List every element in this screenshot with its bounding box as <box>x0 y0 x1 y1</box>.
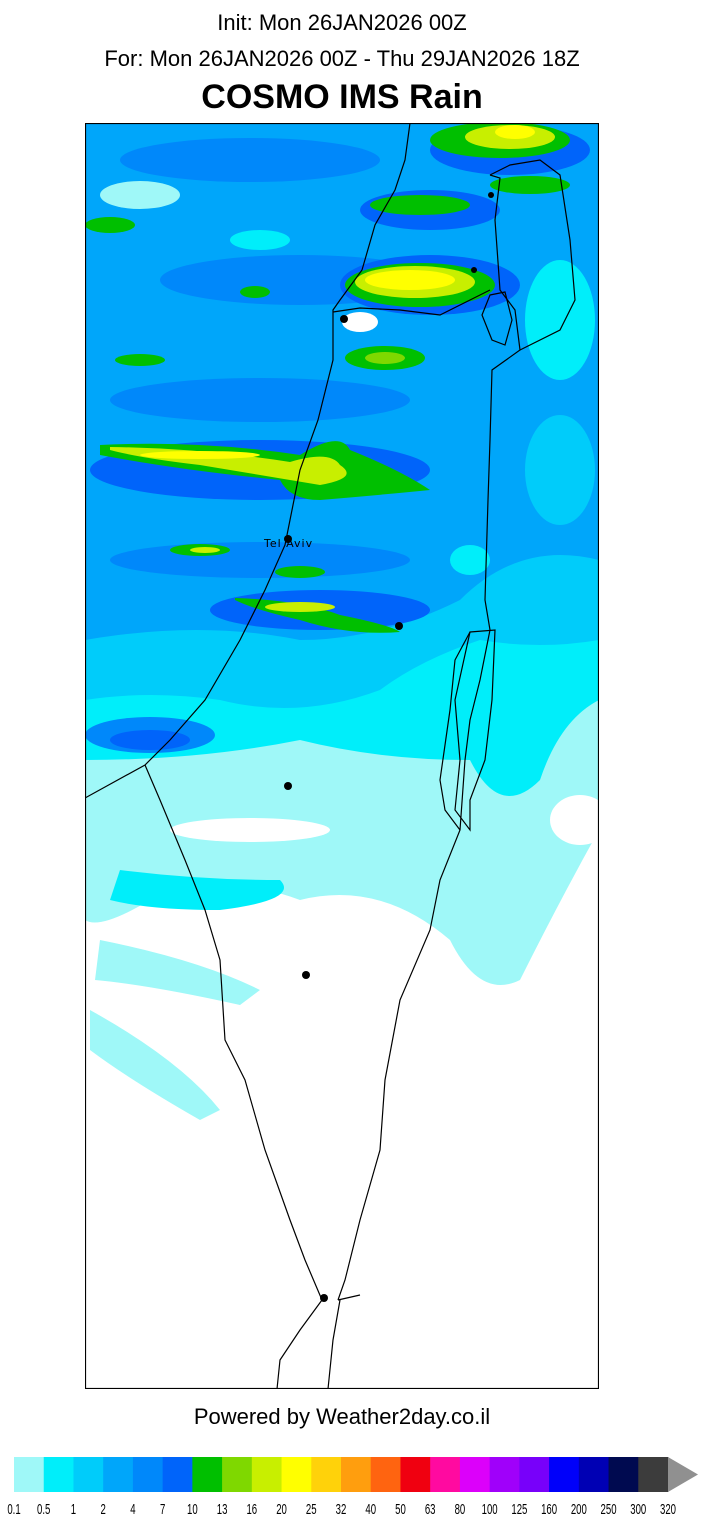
legend-label: 250 <box>601 1501 617 1517</box>
legend-label: 63 <box>425 1501 436 1517</box>
legend-label: 16 <box>246 1501 257 1517</box>
jordan-border <box>337 174 521 1301</box>
legend-label: 25 <box>306 1501 317 1517</box>
legend-arrow <box>668 1457 698 1492</box>
legend-swatch <box>400 1457 431 1492</box>
legend-swatch <box>578 1457 610 1492</box>
legend-swatch <box>281 1457 312 1492</box>
legend-swatch <box>14 1457 45 1492</box>
city-marker <box>284 782 292 790</box>
legend-label: 200 <box>571 1501 587 1517</box>
legend-label: 32 <box>336 1501 347 1517</box>
legend-label: 300 <box>630 1501 646 1517</box>
map-frame <box>85 123 599 1389</box>
legend-swatch <box>549 1457 580 1492</box>
city-marker <box>488 192 494 198</box>
legend-swatch <box>489 1457 520 1492</box>
legend-swatch <box>132 1457 164 1492</box>
legend-swatch <box>222 1457 253 1492</box>
legend-label: 13 <box>217 1501 228 1517</box>
legend-label: 320 <box>660 1501 676 1517</box>
city-label-tel-aviv: Tel Aviv <box>263 537 313 550</box>
legend-label: 50 <box>395 1501 406 1517</box>
legend-label: 80 <box>455 1501 466 1517</box>
legend-label: 0.5 <box>37 1501 50 1517</box>
legend-swatch <box>43 1457 74 1492</box>
legend-swatch <box>608 1457 639 1492</box>
legend-swatch <box>459 1457 491 1492</box>
color-legend: 0.1 0.5 1 2 4 7 10 13 16 20 25 32 40 50 63 80 100 125 160 2… <box>7 1457 698 1518</box>
west-bank <box>439 631 471 831</box>
borders <box>85 123 576 1389</box>
city-markers <box>284 192 494 1302</box>
powered-by: Powered by Weather2day.co.il <box>193 1404 491 1429</box>
city-marker <box>284 535 292 543</box>
legend-swatch <box>370 1457 401 1492</box>
legend-label: 160 <box>541 1501 557 1517</box>
coastline <box>85 123 411 799</box>
legend-swatch <box>311 1457 342 1492</box>
legend-swatch <box>192 1457 223 1492</box>
legend-swatch <box>638 1457 669 1492</box>
legend-label: 100 <box>482 1501 498 1517</box>
sea-of-galilee <box>481 291 513 346</box>
legend-swatch <box>73 1457 104 1492</box>
legend-label: 7 <box>160 1501 165 1517</box>
rain-field <box>85 123 599 1389</box>
legend-label: 20 <box>276 1501 287 1517</box>
legend-swatch <box>430 1457 461 1492</box>
legend-label: 125 <box>511 1501 527 1517</box>
dead-sea <box>454 629 496 832</box>
legend-swatch <box>103 1457 134 1492</box>
init-time: Init: Mon 26JAN2026 00Z <box>217 10 467 35</box>
legend-swatch <box>162 1457 193 1492</box>
lebanon-border <box>332 289 491 316</box>
legend-label: 0.1 <box>7 1501 20 1517</box>
legend-label: 10 <box>187 1501 198 1517</box>
legend-label: 40 <box>365 1501 376 1517</box>
city-marker <box>320 1294 328 1302</box>
city-marker <box>302 971 310 979</box>
legend-label: 4 <box>130 1501 135 1517</box>
legend-label: 2 <box>101 1501 106 1517</box>
legend-label: 1 <box>71 1501 76 1517</box>
syria-border <box>489 159 576 351</box>
city-marker <box>471 267 477 273</box>
legend-swatch <box>519 1457 550 1492</box>
map-title: COSMO IMS Rain <box>201 78 483 116</box>
gulf-coast <box>276 1294 361 1389</box>
legend-swatch <box>251 1457 283 1492</box>
egypt-border <box>144 764 323 1301</box>
forecast-period: For: Mon 26JAN2026 00Z - Thu 29JAN2026 1… <box>104 46 580 71</box>
rain-map: Tel Aviv <box>85 123 599 1389</box>
legend-swatch <box>341 1457 372 1492</box>
city-marker <box>395 622 403 630</box>
city-marker <box>340 315 348 323</box>
